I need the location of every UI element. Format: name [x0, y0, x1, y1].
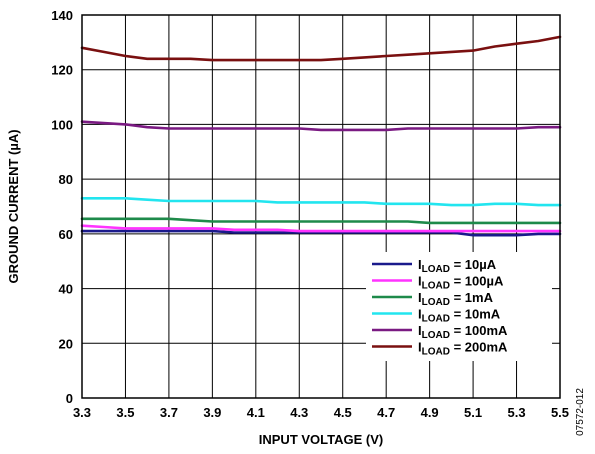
legend-label-2: ILOAD = 1mA	[418, 290, 494, 308]
series-line-3	[80, 197, 562, 207]
legend-label-0: ILOAD = 10µA	[418, 257, 497, 275]
x-tick-label: 3.9	[203, 405, 221, 420]
x-axis-title: INPUT VOLTAGE (V)	[259, 432, 383, 447]
figure-id: 07572-012	[575, 388, 586, 436]
legend-label-3: ILOAD = 10mA	[418, 307, 501, 325]
y-tick-label: 40	[59, 282, 73, 297]
x-tick-label: 4.1	[247, 405, 265, 420]
x-tick-label: 3.5	[116, 405, 134, 420]
x-tick-label: 5.5	[551, 405, 569, 420]
y-tick-label: 80	[59, 172, 73, 187]
series-line-1	[80, 224, 562, 233]
series-line-5	[80, 35, 562, 62]
series-line-2	[80, 217, 562, 225]
y-tick-labels: 0 20 40 60 80 100 120 140	[51, 8, 73, 406]
y-tick-label: 60	[59, 227, 73, 242]
x-tick-label: 5.1	[464, 405, 482, 420]
x-tick-label: 3.3	[73, 405, 91, 420]
x-tick-labels: 3.3 3.5 3.7 3.9 4.1 4.3 4.5 4.7 4.9 5.1 5.3 5.5	[73, 405, 569, 420]
legend-label-5: ILOAD = 200mA	[418, 340, 508, 358]
y-tick-label: 0	[66, 391, 73, 406]
x-tick-label: 4.3	[290, 405, 308, 420]
x-tick-label: 3.7	[160, 405, 178, 420]
x-tick-label: 4.5	[334, 405, 352, 420]
plot-frame	[81, 14, 561, 399]
y-tick-label: 100	[51, 117, 73, 132]
y-tick-label: 120	[51, 63, 73, 78]
y-tick-label: 20	[59, 336, 73, 351]
legend-box	[366, 252, 552, 361]
x-tick-label: 4.7	[377, 405, 395, 420]
y-axis-title: GROUND CURRENT (µA)	[6, 129, 21, 283]
legend-label-4: ILOAD = 100mA	[418, 323, 508, 341]
x-tick-label: 4.9	[421, 405, 439, 420]
series-line-0	[80, 229, 562, 237]
y-tick-label: 140	[51, 8, 73, 23]
legend-label-1: ILOAD = 100µA	[418, 274, 504, 292]
series-layer	[80, 35, 562, 237]
series-line-4	[80, 120, 562, 132]
x-tick-label: 5.3	[508, 405, 526, 420]
